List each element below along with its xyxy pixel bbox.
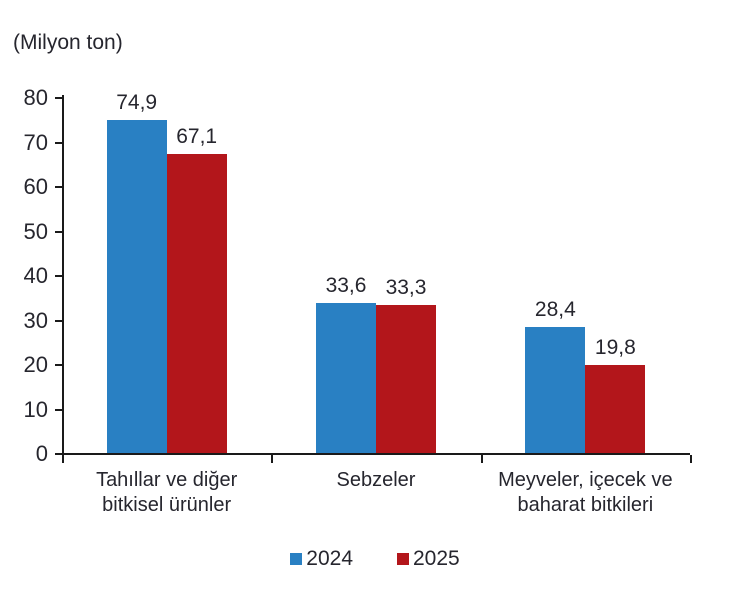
bar-2024-3 (525, 326, 586, 453)
value-label-2025-1: 67,1 (176, 125, 218, 149)
bar-2025-1 (166, 154, 227, 453)
y-axis-tick (55, 408, 62, 411)
value-label-2024-3: 28,4 (534, 297, 576, 321)
x-axis-category-label: Meyveler, içecek ve baharat bitkileri (498, 469, 673, 516)
x-axis-tick (62, 455, 64, 463)
y-axis-tick (55, 230, 62, 233)
y-axis-tick (55, 186, 62, 188)
value-label-2024-2: 33,6 (325, 274, 367, 298)
value-label-2025-3: 19,8 (594, 335, 636, 359)
y-axis-tick (55, 319, 62, 322)
y-axis-tick-label: 0 (35, 441, 48, 466)
y-axis-tick-label: 50 (23, 218, 48, 244)
y-axis-tick (55, 275, 62, 277)
y-axis-tick-label: 30 (23, 307, 48, 333)
bar-2024-1 (106, 119, 167, 453)
y-axis-tick-label: 70 (23, 129, 48, 155)
legend-label: 2024 (306, 547, 353, 570)
legend-swatch-icon (290, 553, 303, 565)
legend-swatch-icon (397, 553, 409, 565)
y-axis-unit-label: (Milyon ton) (13, 31, 123, 54)
y-axis-tick-label: 20 (23, 352, 48, 377)
legend-item-2024: 2024 (290, 547, 353, 571)
bar-2024-2 (316, 303, 376, 453)
value-label-2024-1: 74,9 (116, 90, 158, 114)
x-axis-tick (690, 455, 692, 463)
x-axis-category-label: Tahıllar ve diğer bitkisel ürünler (96, 469, 238, 516)
x-axis-tick (480, 455, 483, 463)
x-axis-category-label: Sebzeler (336, 469, 416, 491)
y-axis-tick-label: 60 (23, 174, 48, 199)
y-axis-tick (55, 97, 62, 99)
y-axis-tick-label: 80 (23, 85, 48, 110)
x-axis-line (62, 453, 690, 455)
y-axis-line (62, 95, 64, 461)
legend-item-2025: 2025 (397, 547, 460, 571)
legend: 2024 2025 (0, 547, 750, 571)
bar-2025-3 (585, 364, 646, 453)
y-axis-tick-label: 10 (23, 396, 48, 422)
bar-2025-2 (376, 304, 436, 453)
y-axis-tick (55, 364, 62, 366)
value-label-2025-2: 33,3 (385, 275, 427, 299)
y-axis-tick (55, 141, 62, 144)
legend-label: 2025 (413, 547, 460, 570)
x-axis-tick (271, 455, 274, 463)
y-axis-tick-label: 40 (23, 263, 48, 288)
y-axis-tick (55, 453, 62, 455)
